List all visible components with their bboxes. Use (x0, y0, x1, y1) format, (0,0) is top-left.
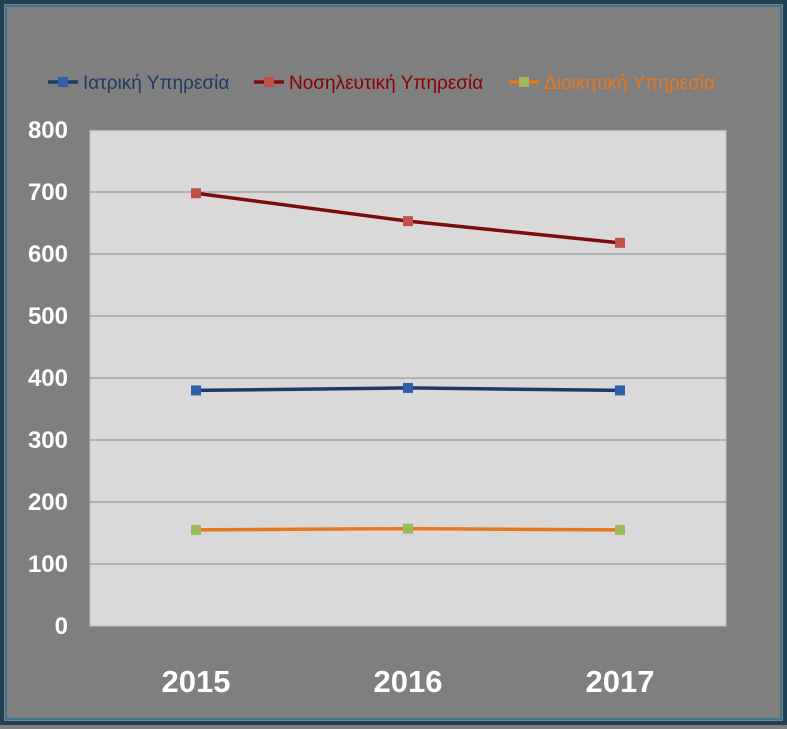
data-point (615, 237, 625, 248)
grid-lines (90, 129, 726, 565)
data-point (615, 385, 625, 396)
y-tick-label: 0 (55, 613, 68, 640)
series-layer (191, 188, 625, 535)
legend-marker (58, 77, 68, 87)
legend-item: Διοικητική Υπηρεσία (509, 73, 715, 94)
legend-label: Ιατρική Υπηρεσία (83, 73, 229, 94)
legend-label: Διοικητική Υπηρεσία (544, 73, 715, 94)
y-tick-label: 500 (28, 303, 68, 330)
legend-label: Νοσηλευτική Υπηρεσία (289, 73, 483, 94)
y-tick-label: 100 (28, 551, 68, 578)
data-point (191, 188, 201, 199)
x-tick-label: 2015 (162, 664, 231, 699)
data-point (191, 524, 201, 535)
y-tick-label: 700 (28, 179, 68, 206)
legend-marker (519, 77, 529, 87)
legend: Ιατρική Υπηρεσία Νοσηλευτική Υπηρεσία Διοι… (48, 73, 715, 94)
y-tick-label: 600 (28, 241, 68, 268)
y-tick-label: 800 (28, 117, 68, 144)
x-tick-label: 2016 (374, 664, 443, 699)
y-tick-label: 400 (28, 365, 68, 392)
data-point (403, 382, 413, 393)
legend-item: Νοσηλευτική Υπηρεσία (254, 73, 483, 94)
data-point (615, 524, 625, 535)
y-tick-label: 300 (28, 427, 68, 454)
data-point (191, 385, 201, 396)
line-chart: Ιατρική Υπηρεσία Νοσηλευτική Υπηρεσία Διοι… (28, 73, 727, 699)
x-axis: 2015 2016 2017 (162, 664, 655, 699)
x-tick-label: 2017 (586, 664, 655, 699)
legend-item: Ιατρική Υπηρεσία (48, 73, 229, 94)
y-axis: 0 100 200 300 400 500 600 700 800 (28, 117, 68, 640)
y-tick-label: 200 (28, 489, 68, 516)
data-point (403, 216, 413, 227)
legend-marker (264, 77, 274, 87)
data-point (403, 523, 413, 534)
